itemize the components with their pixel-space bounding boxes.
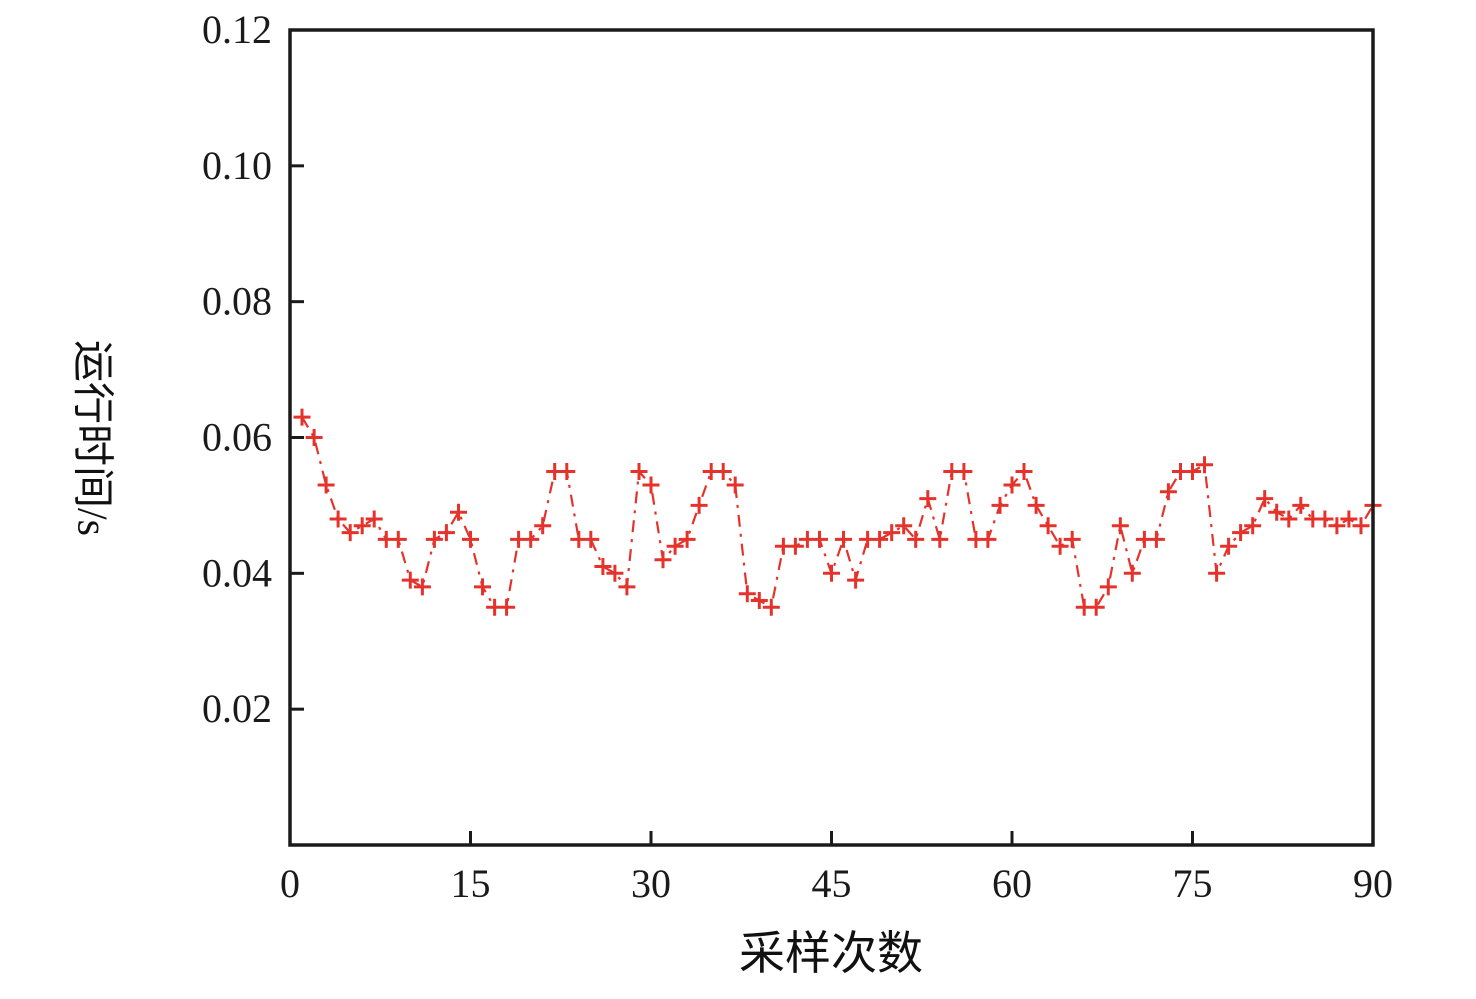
x-axis-label: 采样次数 [739,928,923,979]
y-tick-label: 0.12 [202,7,272,52]
plot-frame [288,28,1375,847]
x-tick-label: 60 [992,861,1032,906]
x-tick-label: 0 [280,861,300,906]
y-tick-label: 0.08 [202,279,272,324]
x-tick-label: 45 [812,861,852,906]
y-axis-label: 运行时间/s [68,339,115,537]
y-tick-label: 0.06 [202,415,272,460]
x-tick-label: 90 [1353,861,1393,906]
x-tick-label: 30 [631,861,671,906]
x-tick-label: 75 [1173,861,1213,906]
y-tick-label: 0.04 [202,550,272,595]
x-tick-label: 15 [451,861,491,906]
y-tick-label: 0.02 [202,686,272,731]
y-tick-label: 0.10 [202,143,272,188]
data-markers [293,408,1382,616]
